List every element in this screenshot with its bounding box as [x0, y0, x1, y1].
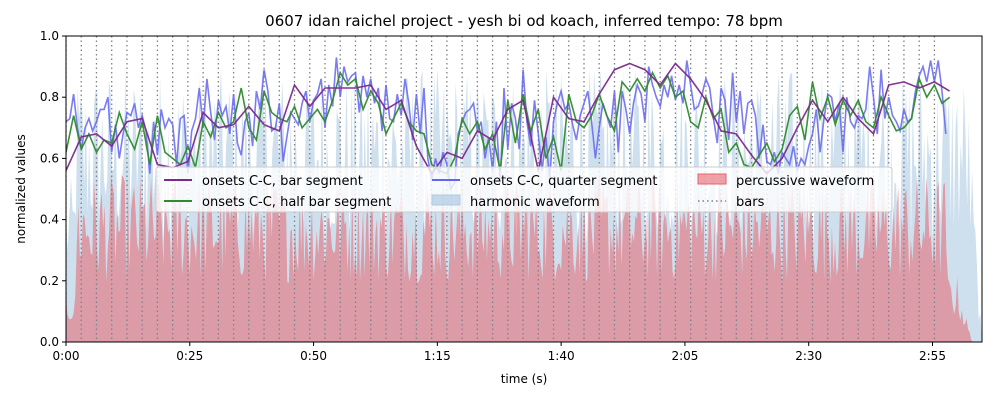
y-tick-label: 0.2	[40, 274, 59, 288]
y-tick-label: 0.6	[40, 151, 59, 165]
legend-label-harmonic: harmonic waveform	[470, 195, 600, 210]
y-axis: 0.0 0.2 0.4 0.6 0.8 1.0	[40, 29, 66, 349]
x-tick-label: 2:05	[671, 349, 698, 363]
y-tick-label: 0.0	[40, 335, 59, 349]
series-layer	[66, 57, 951, 192]
x-tick-label: 0:50	[300, 349, 327, 363]
legend-label-half: onsets C-C, half bar segment	[202, 195, 391, 210]
percussive-waveform	[66, 174, 973, 342]
y-axis-label: normalized values	[14, 134, 28, 244]
legend-label-bar: onsets C-C, bar segment	[202, 174, 363, 189]
axes-frame	[65, 35, 983, 343]
x-tick-label: 1:40	[548, 349, 575, 363]
y-tick-label: 1.0	[40, 29, 59, 43]
x-tick-label: 0:00	[53, 349, 80, 363]
legend-label-quarter: onsets C-C, quarter segment	[470, 174, 657, 189]
x-axis-label: time (s)	[501, 372, 548, 386]
x-tick-label: 1:15	[424, 349, 451, 363]
legend-swatch-harmonic	[431, 194, 461, 206]
x-tick-label: 2:55	[919, 349, 946, 363]
chart-title: 0607 idan raichel project - yesh bi od k…	[265, 12, 783, 30]
y-tick-label: 0.4	[40, 213, 59, 227]
legend-label-percussive: percussive waveform	[736, 174, 874, 189]
legend: onsets C-C, bar segment onsets C-C, half …	[155, 166, 893, 213]
x-axis: 0:00 0:25 0:50 1:15 1:40 2:05 2:30 2:55	[53, 342, 946, 363]
plot-area: onsets C-C, bar segment onsets C-C, half …	[65, 35, 983, 343]
x-tick-label: 2:30	[795, 349, 822, 363]
legend-label-bars: bars	[736, 195, 765, 210]
legend-swatch-percussive	[697, 173, 727, 185]
y-tick-label: 0.8	[40, 90, 59, 104]
x-tick-label: 0:25	[176, 349, 203, 363]
